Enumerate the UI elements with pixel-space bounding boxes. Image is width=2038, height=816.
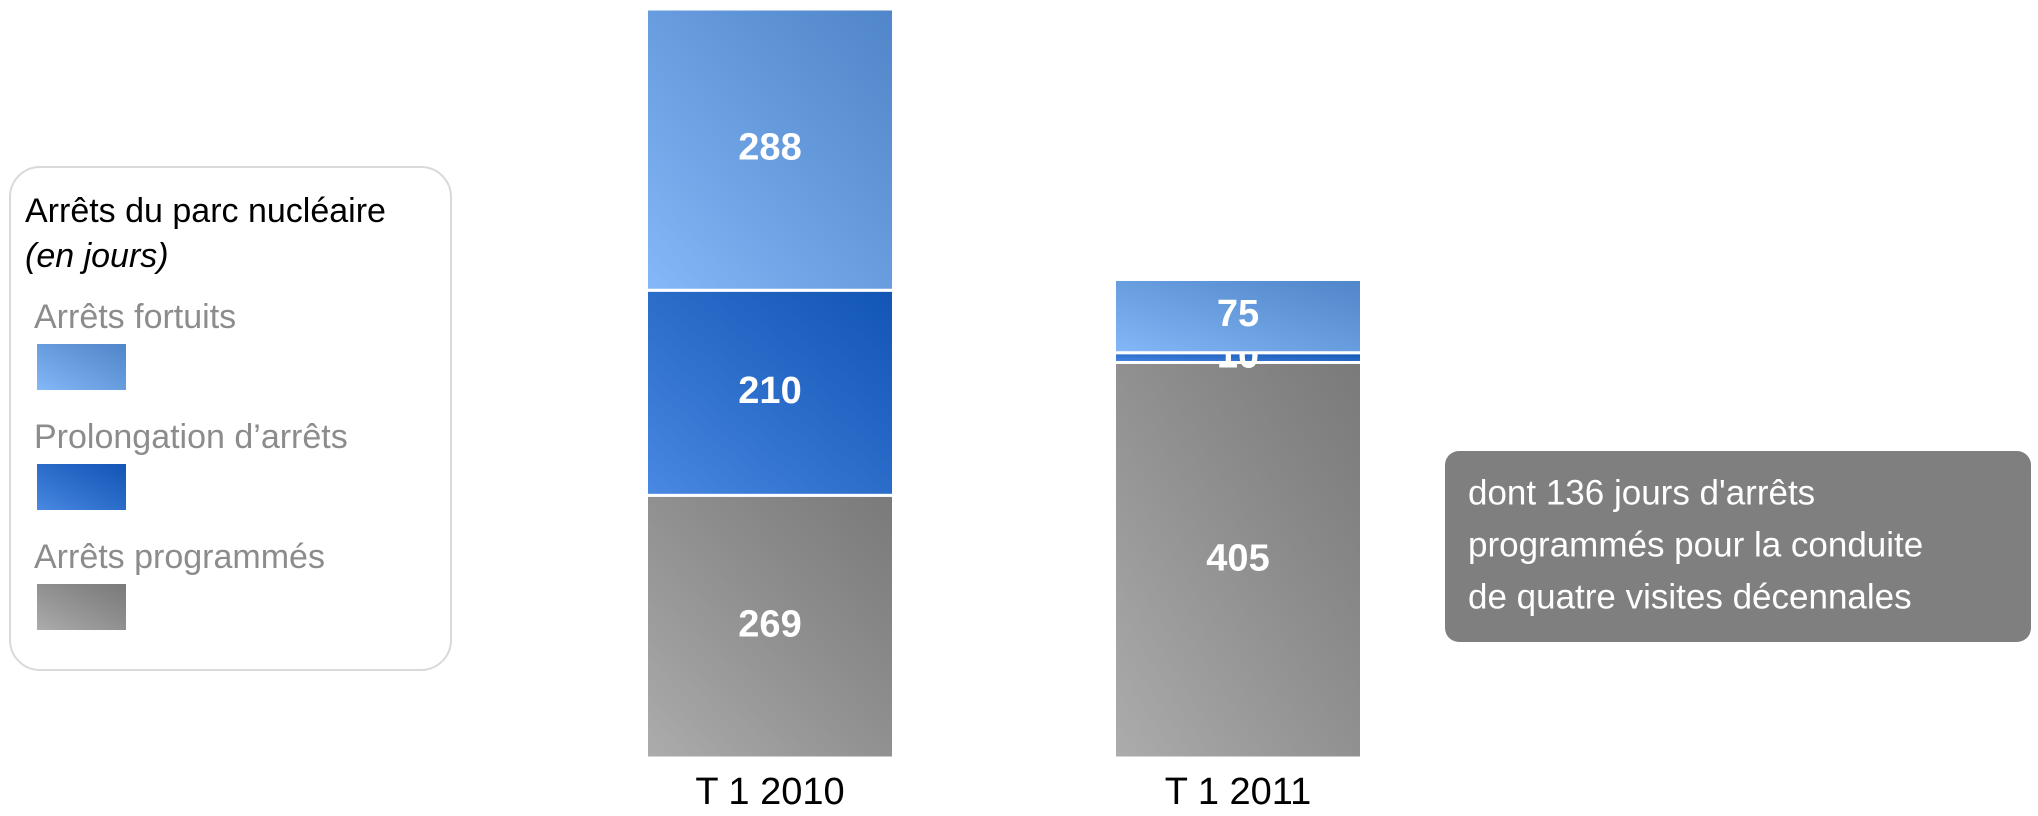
legend-swatch-shade (37, 584, 126, 630)
annotation-box (1445, 451, 2031, 642)
legend-subtitle: (en jours) (25, 237, 169, 275)
annotation-line: dont 136 jours d'arrêts (1468, 473, 1815, 512)
bar-shade (645, 7, 895, 292)
value-label: 269 (738, 604, 801, 646)
bar-shade (1113, 277, 1363, 355)
value-label: 75 (1217, 293, 1259, 335)
bar-shade (1113, 361, 1363, 760)
value-label: 210 (738, 370, 801, 412)
value-label: 405 (1206, 537, 1269, 579)
annotation-line: de quatre visites décennales (1468, 577, 1912, 616)
annotation: dont 136 jours d'arrêts programmés pour l… (1468, 473, 1923, 616)
bar-shade (645, 288, 895, 497)
bar-shade (645, 493, 895, 760)
legend-swatch-shade (37, 344, 126, 390)
legend-title: Arrêts du parc nucléaire (25, 192, 386, 230)
legend-label: Arrêts programmés (34, 538, 325, 576)
x-tick-label: T 1 2011 (1165, 771, 1312, 813)
legend-label: Arrêts fortuits (34, 298, 236, 336)
annotation-line: programmés pour la conduite (1468, 525, 1923, 564)
legend-swatch-shade (37, 464, 126, 510)
legend-label: Prolongation d’arrêts (34, 418, 348, 456)
legend-box (9, 166, 452, 671)
value-label: 288 (738, 127, 801, 169)
x-tick-label: T 1 2010 (695, 771, 844, 813)
